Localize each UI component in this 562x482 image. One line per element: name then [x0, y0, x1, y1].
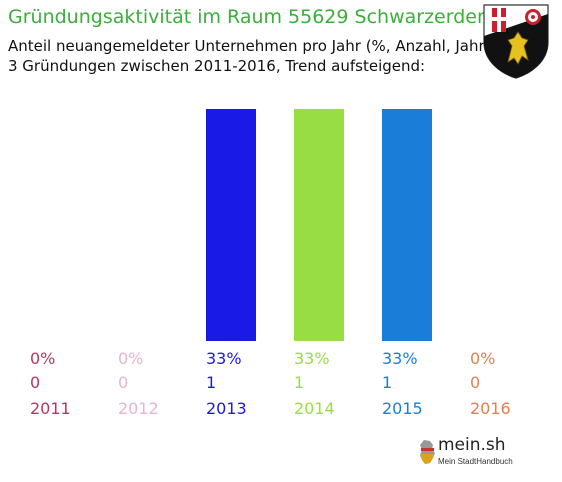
count-label-2016: 0 — [470, 373, 480, 392]
brand-logo[interactable]: mein.sh Mein StadtHandbuch — [414, 433, 520, 473]
percent-label-2016: 0% — [470, 349, 495, 368]
percent-label-2013: 33% — [206, 349, 242, 368]
x-tick-label-2011: 2011 — [30, 399, 71, 418]
chart-subtitle-1: Anteil neuangemeldeter Unternehmen pro J… — [8, 37, 491, 55]
count-label-2012: 0 — [118, 373, 128, 392]
count-label-2011: 0 — [30, 373, 40, 392]
chart-title: Gründungsaktivität im Raum 55629 Schwarz… — [8, 6, 490, 28]
rhineland-palatinate-coat-of-arms-icon — [483, 4, 549, 79]
bar-2014 — [294, 109, 344, 341]
brand-tagline: Mein StadtHandbuch — [438, 457, 513, 466]
percent-label-2015: 33% — [382, 349, 418, 368]
bar-2013 — [206, 109, 256, 341]
x-tick-label-2016: 2016 — [470, 399, 511, 418]
bar-2015 — [382, 109, 432, 341]
percent-label-2011: 0% — [30, 349, 55, 368]
x-tick-label-2014: 2014 — [294, 399, 335, 418]
count-label-2013: 1 — [206, 373, 216, 392]
count-label-2015: 1 — [382, 373, 392, 392]
percent-label-2012: 0% — [118, 349, 143, 368]
count-label-2014: 1 — [294, 373, 304, 392]
x-tick-label-2015: 2015 — [382, 399, 423, 418]
x-tick-label-2013: 2013 — [206, 399, 247, 418]
germany-map-icon — [420, 440, 435, 464]
x-tick-label-2012: 2012 — [118, 399, 159, 418]
chart-subtitle-2: 3 Gründungen zwischen 2011-2016, Trend a… — [8, 57, 426, 75]
percent-label-2014: 33% — [294, 349, 330, 368]
brand-name: mein.sh — [438, 435, 506, 455]
